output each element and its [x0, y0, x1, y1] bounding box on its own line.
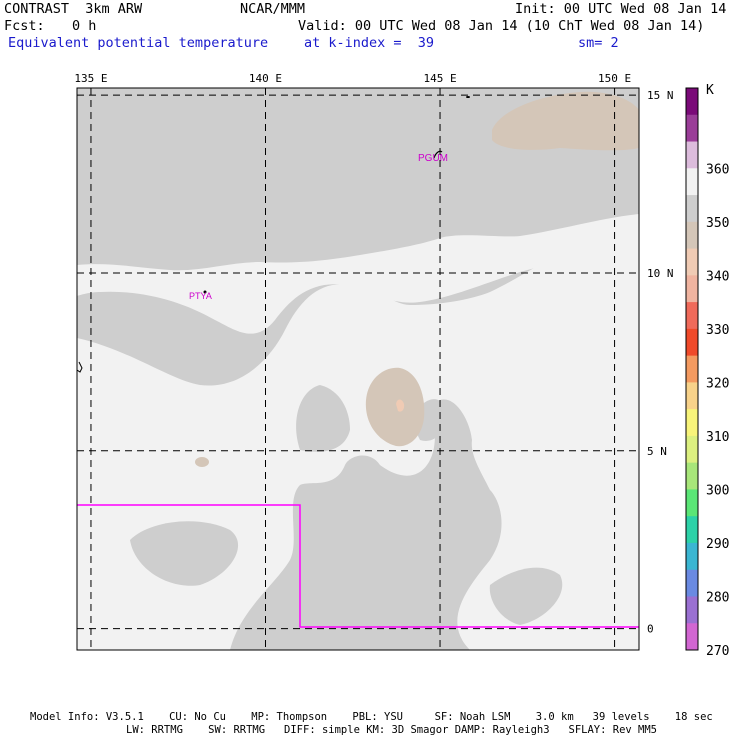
footer-model-info: Model Info: V3.5.1 CU: No Cu MP: Thompso… [30, 711, 713, 723]
coast-north-island [466, 96, 470, 98]
colorbar-swatch [686, 88, 698, 116]
colorbar-swatch [686, 114, 698, 143]
y-tick-label: 15 N [647, 89, 674, 102]
field-warm-patch-northeast [492, 91, 639, 151]
colorbar-swatch [686, 435, 698, 464]
colorbar-swatch [686, 542, 698, 571]
colorbar-tick-label: 350 [706, 216, 729, 231]
field-name: Equivalent potential temperature [8, 35, 269, 51]
field-moist-patch-north [77, 214, 639, 334]
field-warm-patch-center [365, 367, 425, 447]
x-tick-label: 150 E [598, 72, 631, 85]
colorbar-tick-label: 320 [706, 376, 729, 391]
colorbar-swatch [686, 141, 698, 169]
coast-guam [433, 150, 443, 159]
colorbar-tick-label: 280 [706, 590, 729, 605]
colorbar-unit-label: K [706, 83, 714, 98]
plot-area [77, 88, 639, 650]
field-grey-island-3 [130, 521, 239, 586]
coast-west-island [77, 361, 83, 373]
colorbar-swatch [686, 462, 698, 490]
station-label-pgum: PGUM [418, 153, 448, 164]
y-tick-label: 10 N [647, 267, 674, 280]
y-tick-labels: 15 N 10 N 5 N 0 [647, 89, 674, 636]
colorbar-swatch [686, 248, 698, 276]
field-grey-island-1 [296, 385, 350, 452]
colorbar: 360 350 340 330 320 310 300 290 280 270 [685, 87, 729, 659]
level-info: at k-index = 39 [304, 35, 435, 51]
colorbar-swatch [686, 489, 698, 517]
y-tick-label: 0 [647, 623, 654, 636]
org-label: NCAR/MMM [240, 1, 306, 17]
inner-domain-boundary [77, 504, 639, 628]
colorbar-frame [685, 87, 699, 651]
colorbar-tick-label: 300 [706, 483, 729, 498]
colorbar-tick-label: 290 [706, 537, 729, 552]
colorbar-swatch [686, 328, 698, 357]
colorbar-swatch [686, 355, 698, 383]
colorbar-swatch [686, 302, 698, 330]
colorbar-swatch [686, 221, 698, 250]
station-label-ptya: PTYA [189, 291, 212, 301]
y-tick-label: 5 N [647, 445, 667, 458]
colorbar-tick-label: 270 [706, 644, 729, 659]
grid-lines [77, 88, 639, 650]
colorbar-swatch [686, 623, 698, 651]
colorbar-swatch [686, 516, 698, 544]
x-tick-labels: 135 E 140 E 145 E 150 E [74, 72, 631, 85]
field-grey-island-4 [489, 567, 563, 625]
colorbar-swatch [686, 382, 698, 410]
colorbar-tick-label: 340 [706, 269, 729, 284]
field-peak-center [396, 399, 405, 412]
x-tick-label: 140 E [249, 72, 282, 85]
footer-physics-info: LW: RRTMG SW: RRTMG DIFF: simple KM: 3D … [126, 724, 658, 736]
colorbar-swatch [686, 168, 698, 196]
colorbar-tick-label: 310 [706, 430, 729, 445]
fcst-value: 0 h [72, 18, 97, 34]
colorbar-swatch [686, 195, 698, 223]
valid-time: Valid: 00 UTC Wed 08 Jan 14 (10 ChT Wed … [298, 18, 705, 34]
colorbar-swatch [686, 569, 698, 597]
colorbar-tick-label: 360 [706, 162, 729, 177]
colorbar-tick-label: 330 [706, 323, 729, 338]
fcst-label: Fcst: [4, 18, 45, 34]
plot-frame [76, 87, 640, 651]
model-title: CONTRAST 3km ARW [4, 1, 143, 17]
x-tick-label: 145 E [423, 72, 456, 85]
smoothing-info: sm= 2 [578, 35, 619, 51]
init-time: Init: 00 UTC Wed 08 Jan 14 [515, 1, 727, 17]
x-tick-label: 135 E [74, 72, 107, 85]
colorbar-swatch [686, 596, 698, 624]
field-warm-spot-west [195, 457, 209, 467]
colorbar-swatch [686, 275, 698, 303]
colorbar-swatch [686, 409, 698, 437]
station-ptya-dot [203, 290, 207, 294]
